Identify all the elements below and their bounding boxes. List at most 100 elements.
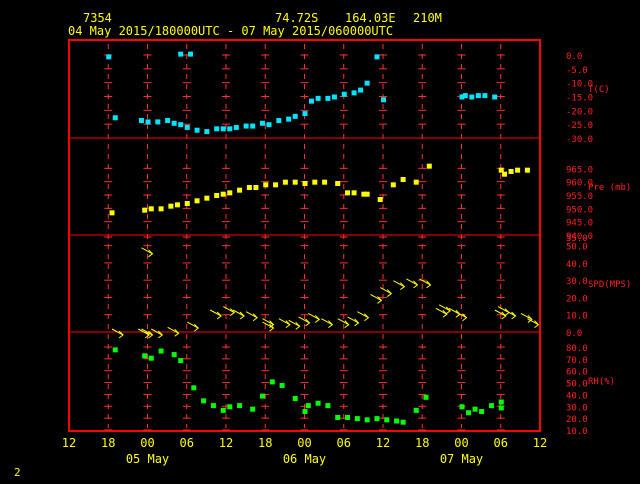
wind-arrow xyxy=(419,278,432,289)
y-tick-label: 30.0 xyxy=(566,277,588,287)
wind-arrow-head xyxy=(511,311,517,320)
rh-point xyxy=(220,407,226,413)
y-tick-label: -15.0 xyxy=(566,94,593,104)
wind-arrow xyxy=(494,309,507,320)
temperature-point xyxy=(309,98,315,104)
rh-point xyxy=(302,409,308,415)
wind-arrow-head xyxy=(157,330,164,339)
wind-arrow-head xyxy=(426,280,432,289)
y-tick-label: 80.0 xyxy=(566,344,588,354)
wind-arrow-head xyxy=(442,309,448,318)
wind-arrow xyxy=(232,309,245,320)
pressure-point xyxy=(426,163,432,169)
temperature-point xyxy=(112,115,118,121)
wind-arrow-shaft xyxy=(321,318,333,326)
temperature-point xyxy=(227,126,233,132)
wind-arrow xyxy=(298,316,311,327)
temperature-point xyxy=(331,94,337,100)
panel-label-pressure: Pre (mb) xyxy=(588,183,631,193)
y-tick-label: -10.0 xyxy=(566,80,593,90)
wind-arrow-head xyxy=(193,323,200,332)
y-tick-label: 50.0 xyxy=(566,380,588,390)
temperature-point xyxy=(171,120,177,126)
pressure-point xyxy=(498,167,504,173)
pressure-point xyxy=(345,190,351,196)
temperature-point xyxy=(459,94,465,100)
temperature-point xyxy=(178,51,184,57)
y-axis-tick-labels: 0.0 -5.0 -10.0 -15.0 -20.0 -25.0 -30.0 965.0 960… xyxy=(566,52,593,437)
rh-point xyxy=(171,352,177,358)
temperature-point xyxy=(469,94,475,100)
pressure-point xyxy=(377,197,383,202)
wind-arrow-head xyxy=(148,249,154,258)
wind-arrow xyxy=(288,319,301,330)
wind-arrow-head xyxy=(527,315,533,323)
temperature-point xyxy=(475,93,481,99)
rh-point xyxy=(210,403,216,409)
wind-arrow-head xyxy=(305,318,311,327)
wind-arrow-shaft xyxy=(455,311,467,319)
pressure-point xyxy=(227,190,233,196)
wind-arrow xyxy=(438,304,451,315)
temperature-point xyxy=(315,95,321,101)
temperature-point xyxy=(482,93,488,99)
temperature-point xyxy=(462,93,468,99)
y-tick-label: 60.0 xyxy=(566,368,588,378)
wind-arrow-head xyxy=(400,282,406,291)
wind-arrow-head xyxy=(229,308,236,316)
grid-layer xyxy=(104,44,505,431)
rh-point xyxy=(364,417,370,423)
y-tick-label: 0.0 xyxy=(566,52,582,62)
temperature-point xyxy=(233,124,239,130)
wind-arrow xyxy=(167,326,180,337)
rh-point xyxy=(292,395,298,401)
wind-arrow xyxy=(455,311,468,322)
rh-point xyxy=(466,410,472,416)
wind-arrow-shaft xyxy=(288,319,300,327)
pressure-point xyxy=(524,167,530,173)
rh-point xyxy=(201,398,207,404)
y-tick-label: -5.0 xyxy=(566,66,588,76)
wind-arrow-head xyxy=(344,320,350,329)
wind-arrow xyxy=(262,321,275,332)
wind-arrow-head xyxy=(328,320,334,329)
temperature-point xyxy=(358,87,364,93)
rh-point xyxy=(335,414,341,420)
y-tick-label: 955.0 xyxy=(566,192,593,202)
pressure-point xyxy=(168,203,174,209)
y-tick-label: 940.0 xyxy=(566,232,593,242)
wind-arrow-head xyxy=(269,323,275,332)
pressure-point xyxy=(400,177,406,182)
panel-label-rh: RH(%) xyxy=(588,377,615,387)
pressure-point xyxy=(413,179,419,185)
wind-arrow-head xyxy=(534,320,540,329)
temperature-point xyxy=(145,119,151,125)
x-tick-label: 18 xyxy=(258,436,272,450)
station-id: 7354 xyxy=(83,11,112,25)
x-tick-label: 18 xyxy=(415,436,429,450)
x-tick-label: 12 xyxy=(533,436,547,450)
wind-arrow-shaft xyxy=(419,278,431,286)
panel-label-temperature: T(C) xyxy=(588,85,610,95)
rh-point xyxy=(158,348,164,354)
rh-point xyxy=(400,419,406,425)
wind-arrow-head xyxy=(144,330,150,339)
y-tick-label: 30.0 xyxy=(566,403,588,413)
wind-arrow-shaft xyxy=(380,287,392,294)
x-tick-label: 12 xyxy=(62,436,76,450)
wind-arrow xyxy=(321,318,334,329)
wind-arrow-head xyxy=(354,318,360,327)
wind-arrow-shaft xyxy=(438,304,451,312)
date-label: 07 May xyxy=(440,452,483,466)
wind-arrow xyxy=(223,306,236,316)
temperature-point xyxy=(214,126,220,132)
rh-point xyxy=(325,403,331,409)
temperature-point xyxy=(106,54,112,60)
wind-arrow xyxy=(357,311,370,322)
pressure-point xyxy=(364,191,370,197)
wind-arrow xyxy=(370,294,383,304)
pressure-point xyxy=(351,190,357,196)
wind-arrow xyxy=(111,328,124,339)
pressure-point xyxy=(158,206,164,212)
